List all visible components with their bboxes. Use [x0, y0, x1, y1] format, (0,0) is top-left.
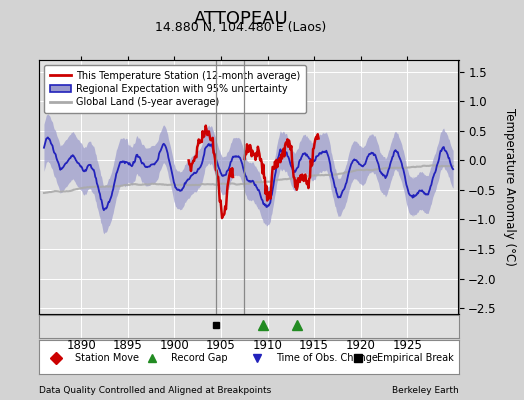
Text: 1895: 1895: [113, 339, 143, 352]
Text: 1915: 1915: [299, 339, 329, 352]
Text: 1920: 1920: [346, 339, 376, 352]
Text: ATTOPEAU: ATTOPEAU: [194, 10, 288, 28]
Text: Record Gap: Record Gap: [171, 353, 228, 363]
Y-axis label: Temperature Anomaly (°C): Temperature Anomaly (°C): [503, 108, 516, 266]
Text: Time of Obs. Change: Time of Obs. Change: [276, 353, 378, 363]
Text: Empirical Break: Empirical Break: [377, 353, 453, 363]
Text: Data Quality Controlled and Aligned at Breakpoints: Data Quality Controlled and Aligned at B…: [39, 386, 271, 395]
Text: 1890: 1890: [67, 339, 96, 352]
Text: 1905: 1905: [206, 339, 236, 352]
Text: 1925: 1925: [392, 339, 422, 352]
Legend: This Temperature Station (12-month average), Regional Expectation with 95% uncer: This Temperature Station (12-month avera…: [44, 65, 307, 113]
Text: Berkeley Earth: Berkeley Earth: [392, 386, 458, 395]
Text: Station Move: Station Move: [75, 353, 139, 363]
Text: 1900: 1900: [159, 339, 189, 352]
Text: 1910: 1910: [253, 339, 282, 352]
Text: 14.880 N, 104.480 E (Laos): 14.880 N, 104.480 E (Laos): [156, 21, 326, 34]
